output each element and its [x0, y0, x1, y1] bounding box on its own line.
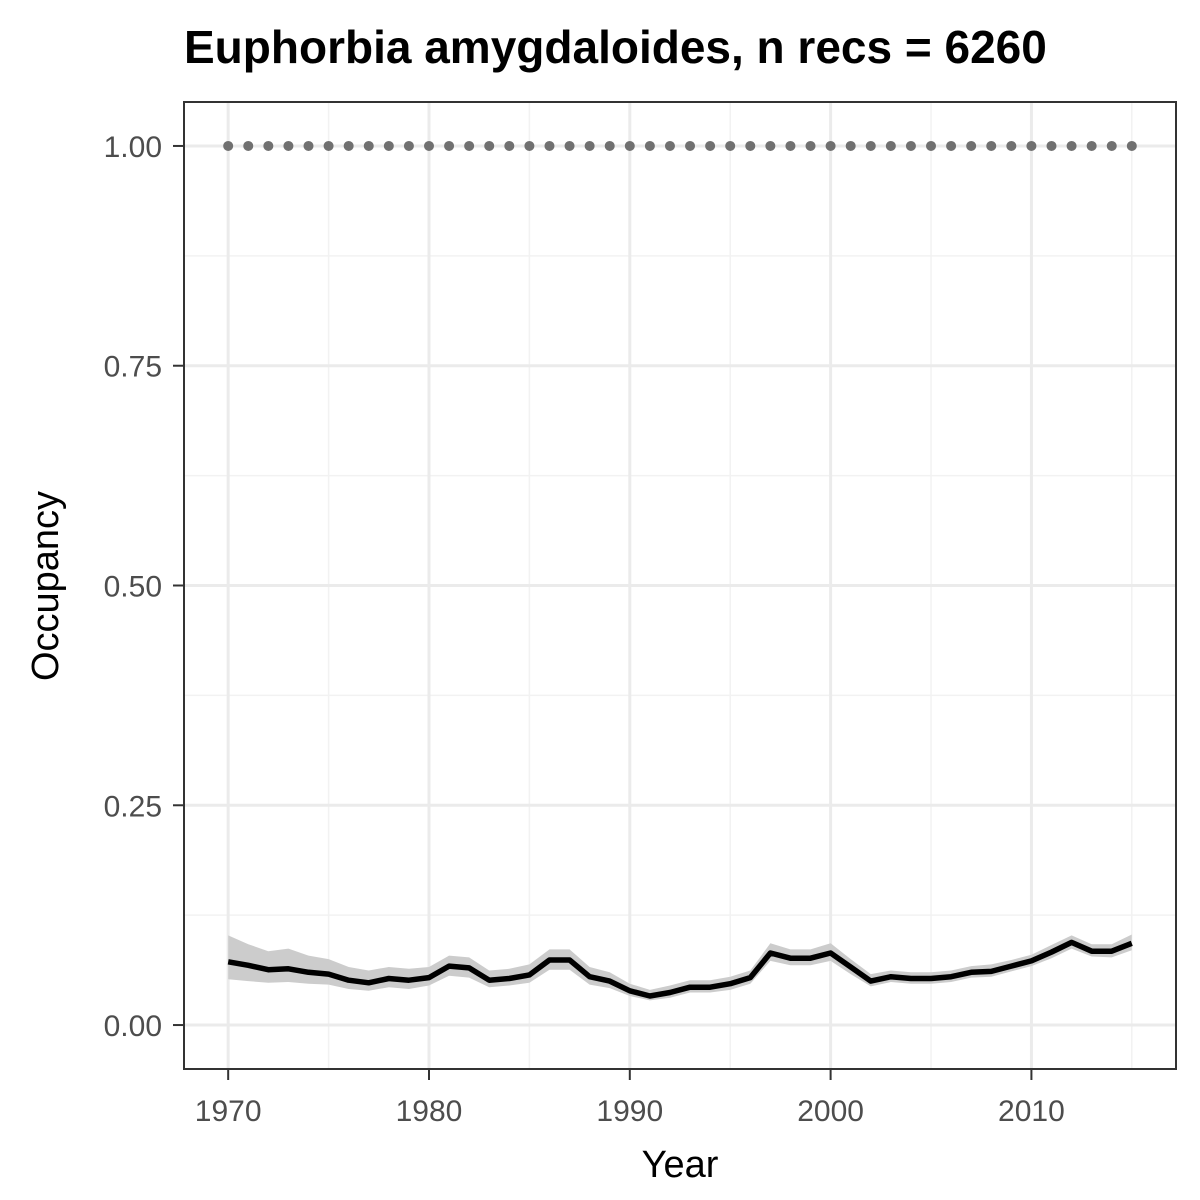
data-point — [624, 140, 635, 151]
data-point — [323, 140, 334, 151]
data-point — [504, 140, 515, 151]
y-tick-label: 0.00 — [104, 1010, 162, 1043]
y-axis: 0.00 0.25 0.50 0.75 1.00 — [104, 131, 184, 1043]
data-point — [444, 140, 455, 151]
x-axis-label: Year — [642, 1144, 719, 1186]
data-point — [986, 140, 997, 151]
data-point — [946, 140, 957, 151]
data-point — [383, 140, 394, 151]
y-tick-label: 1.00 — [104, 131, 162, 164]
data-point — [905, 140, 916, 151]
data-point — [966, 140, 977, 151]
data-point — [243, 140, 254, 151]
data-point — [584, 140, 595, 151]
data-point — [644, 140, 655, 151]
data-point — [403, 140, 414, 151]
points-layer — [223, 140, 1137, 151]
data-point — [805, 140, 816, 151]
y-axis-label: Occupancy — [25, 491, 67, 681]
x-tick-label: 1990 — [596, 1095, 663, 1128]
x-tick-label: 2010 — [998, 1095, 1065, 1128]
x-axis: 1970 1980 1990 2000 2010 — [195, 1069, 1065, 1128]
y-tick-label: 0.50 — [104, 571, 162, 604]
data-point — [484, 140, 495, 151]
y-tick-label: 0.75 — [104, 351, 162, 384]
data-point — [423, 140, 434, 151]
data-point — [745, 140, 756, 151]
y-tick-label: 0.25 — [104, 790, 162, 823]
data-point — [544, 140, 555, 151]
data-point — [845, 140, 856, 151]
data-point — [825, 140, 836, 151]
data-point — [1046, 140, 1057, 151]
data-point — [363, 140, 374, 151]
data-point — [765, 140, 776, 151]
data-point — [464, 140, 475, 151]
x-tick-label: 2000 — [797, 1095, 864, 1128]
data-point — [885, 140, 896, 151]
data-point — [705, 140, 716, 151]
data-point — [303, 140, 314, 151]
x-tick-label: 1970 — [195, 1095, 262, 1128]
data-point — [263, 140, 274, 151]
data-point — [283, 140, 294, 151]
data-point — [343, 140, 354, 151]
data-point — [1086, 140, 1097, 151]
data-point — [664, 140, 675, 151]
chart-title: Euphorbia amygdaloides, n recs = 6260 — [184, 21, 1047, 73]
data-point — [1066, 140, 1077, 151]
data-point — [1126, 140, 1137, 151]
data-point — [223, 140, 234, 151]
data-point — [1006, 140, 1017, 151]
data-point — [926, 140, 937, 151]
data-point — [685, 140, 696, 151]
line-layer — [227, 939, 1133, 999]
data-point — [604, 140, 615, 151]
data-point — [524, 140, 535, 151]
x-tick-label: 1980 — [396, 1095, 463, 1128]
data-point — [725, 140, 736, 151]
data-point — [564, 140, 575, 151]
data-point — [865, 140, 876, 151]
data-point — [1106, 140, 1117, 151]
data-point — [785, 140, 796, 151]
data-point — [1026, 140, 1037, 151]
occupancy-line — [227, 939, 1133, 999]
